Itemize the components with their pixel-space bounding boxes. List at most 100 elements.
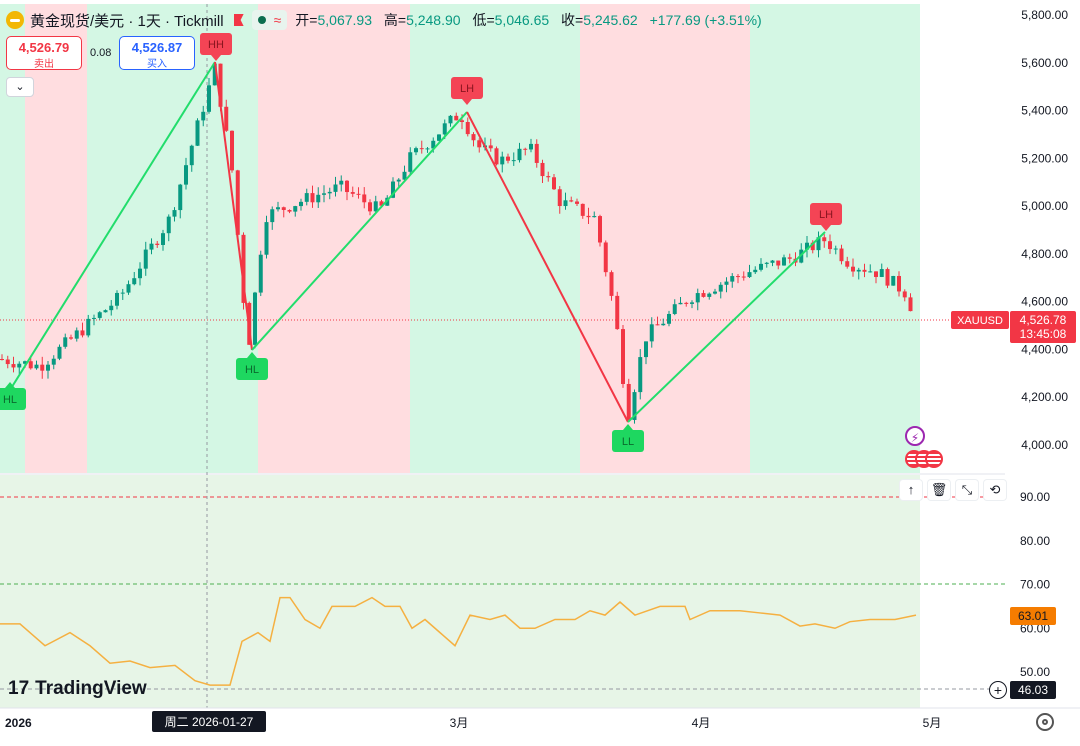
collapse-legend-button[interactable]: ⌄ [6, 77, 34, 97]
candle [69, 334, 73, 340]
candle [851, 258, 855, 277]
candle-body [730, 276, 735, 282]
candle-body [626, 383, 631, 420]
candle [253, 291, 257, 349]
candle [563, 192, 568, 210]
candle [17, 361, 22, 374]
candle-body [161, 233, 165, 245]
spread-value: 0.08 [90, 47, 112, 59]
candle [598, 214, 602, 247]
candle-body [356, 193, 361, 195]
candle [885, 267, 890, 289]
structure-label: HL [0, 382, 26, 410]
candle-body [839, 248, 844, 262]
symbol-title[interactable]: 黄金现货/美元 · 1天 · Tickmill [30, 12, 224, 30]
candle-body [776, 260, 781, 266]
candle-body [345, 180, 349, 193]
candle-body [46, 364, 50, 371]
candle-body [304, 193, 309, 202]
candle-body [414, 148, 418, 153]
candle [523, 147, 528, 156]
candle [690, 300, 694, 309]
candle-body [506, 156, 510, 161]
arrow-up-icon[interactable]: ↑ [900, 480, 922, 500]
candle-body [891, 275, 896, 286]
candle-body [126, 284, 131, 293]
buy-button[interactable]: 4,526.87 买入 [119, 36, 195, 70]
candle-body [805, 242, 809, 250]
price-axis-tick: 5,800.00 [1021, 8, 1068, 22]
candle-body [207, 85, 211, 112]
candle-body [598, 216, 602, 243]
candle [655, 316, 660, 326]
candle-body [408, 152, 413, 172]
candle [730, 273, 735, 288]
candle-body [747, 272, 752, 278]
candle-body [103, 310, 108, 313]
candle-body [69, 337, 73, 339]
candle-body [270, 209, 275, 223]
candle [816, 231, 821, 258]
trash-icon[interactable]: 🗑 [928, 480, 950, 500]
candle-body [477, 140, 482, 148]
candle-body [546, 176, 551, 178]
candle [178, 183, 183, 219]
current-price-tag [1010, 311, 1076, 343]
us-flag-icon[interactable] [925, 450, 943, 468]
candle-body [115, 292, 119, 306]
candle [276, 201, 280, 212]
symbol-tag-bg [951, 311, 1009, 329]
price-axis-tick: 5,000.00 [1021, 199, 1068, 213]
flag-icon[interactable] [233, 14, 244, 26]
candle [368, 199, 372, 216]
candle-body [419, 148, 424, 150]
structure-label: LH [451, 77, 483, 105]
candle [299, 198, 303, 211]
candle [511, 152, 516, 166]
candle-body [155, 243, 160, 245]
candle [448, 114, 453, 127]
candle [63, 333, 68, 349]
candle-body [862, 269, 867, 272]
sell-button[interactable]: 4,526.79 卖出 [6, 36, 82, 70]
candle-body [80, 330, 85, 336]
settings-gear-icon[interactable] [1036, 713, 1054, 731]
candle-body [195, 120, 200, 146]
candle [828, 234, 832, 254]
candle-body [201, 111, 206, 121]
indicator-axis-tick: 80.00 [1020, 534, 1050, 548]
candle-body [667, 313, 671, 324]
candle [258, 250, 263, 297]
candle [862, 263, 867, 278]
candle-body [868, 271, 873, 273]
time-axis-tick: 4月 [692, 716, 711, 730]
candle-body [575, 201, 579, 204]
collapse-icon[interactable]: ⤡ [956, 480, 978, 500]
refresh-icon[interactable]: ⟲ [984, 480, 1006, 500]
add-plus-icon[interactable]: + [989, 681, 1007, 699]
candle-body [517, 148, 522, 161]
zone-bull [750, 4, 920, 473]
market-open-dot-icon [257, 16, 266, 24]
candle [350, 186, 355, 198]
candle-body [603, 242, 608, 273]
candle-body [701, 293, 706, 297]
candle-body [638, 357, 643, 393]
price-axis-tick: 4,600.00 [1021, 295, 1068, 309]
candle [615, 291, 620, 330]
candle [333, 176, 338, 197]
candle [408, 147, 413, 176]
candle [103, 309, 108, 313]
tradingview-mark-icon: 17 [8, 678, 30, 699]
economic-events[interactable] [905, 450, 943, 468]
candle [517, 142, 522, 163]
lightning-event-icon[interactable]: ⚡ [905, 426, 925, 446]
candle [115, 290, 119, 310]
candle-body [713, 291, 717, 294]
candle [270, 206, 275, 230]
market-status-badge[interactable]: ≈ [251, 10, 288, 30]
buy-price: 4,526.87 [131, 40, 183, 55]
candle-body [132, 278, 137, 285]
